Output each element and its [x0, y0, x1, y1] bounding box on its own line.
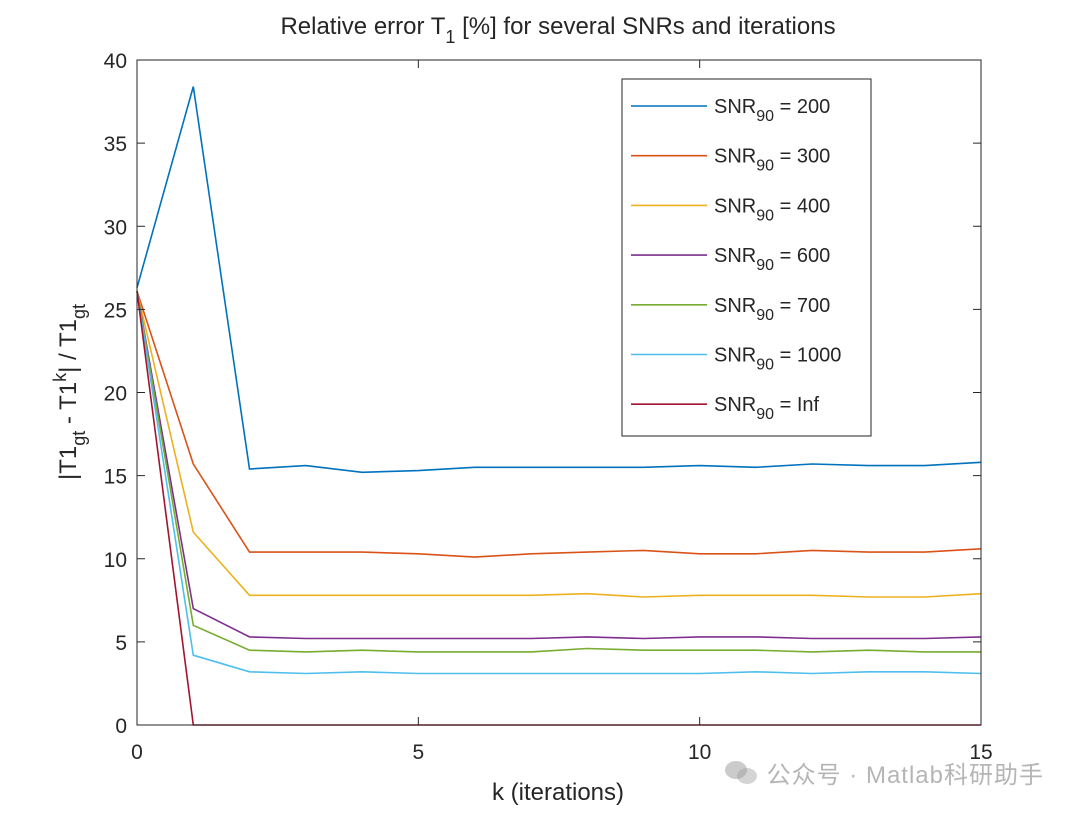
y-label-sup: k — [50, 372, 70, 382]
y-label-part-3: | / T1 — [55, 319, 82, 373]
legend-entry-1: SNR90 = 200 — [714, 96, 830, 125]
legend-entry-6: SNR90 = 1000 — [714, 345, 841, 374]
watermark: 公众号 · Matlab科研助手 — [724, 755, 1044, 790]
title-subscript: 1 — [445, 27, 455, 47]
y-tick-label: 30 — [104, 216, 127, 239]
y-tick-label: 15 — [104, 466, 127, 489]
watermark-text: 公众号 · Matlab科研助手 — [766, 762, 1044, 789]
y-label-sub-1: gt — [69, 431, 89, 446]
y-tick-label: 5 — [115, 632, 127, 655]
y-axis-label: |T1gt - T1k| / T1gt — [50, 304, 89, 480]
y-label-sub-2: gt — [69, 304, 89, 319]
y-label-part-2: - T1 — [55, 382, 82, 431]
x-tick-label: 15 — [969, 741, 992, 764]
legend: SNR90 = 200 SNR90 = 300 SNR90 = 400 SNR90 =… — [621, 78, 872, 437]
series-line-5 — [136, 290, 981, 653]
series-line-3 — [136, 290, 982, 598]
y-tick-label: 10 — [104, 549, 127, 572]
series-line-4 — [136, 290, 982, 640]
x-tick-label: 5 — [412, 741, 424, 764]
y-tick-label: 20 — [104, 383, 127, 406]
legend-entry-4: SNR90 = 600 — [714, 245, 830, 274]
y-tick-label: 35 — [104, 133, 127, 156]
title-main: Relative error T — [280, 13, 445, 40]
y-tick-label: 40 — [104, 50, 127, 73]
series-line-6 — [136, 290, 982, 675]
legend-entry-7: SNR90 = Inf — [714, 394, 820, 423]
series-line-2 — [136, 290, 982, 558]
chart-title: Relative error T1 [%] for several SNRs a… — [280, 13, 835, 47]
legend-entry-3: SNR90 = 400 — [714, 195, 830, 224]
legend-box — [621, 78, 872, 437]
title-rest: [%] for several SNRs and iterations — [455, 13, 835, 40]
legend-entry-2: SNR90 = 300 — [714, 146, 830, 175]
x-axis-label: k (iterations) — [492, 779, 624, 806]
y-tick-label: 0 — [115, 715, 127, 738]
series-line-1 — [136, 86, 982, 474]
x-tick-label: 0 — [131, 741, 143, 764]
wechat-icon — [724, 759, 759, 787]
x-tick-label: 10 — [688, 741, 711, 764]
y-label-part-1: |T1 — [55, 446, 82, 480]
y-tick-label: 25 — [104, 299, 127, 322]
legend-entry-5: SNR90 = 700 — [714, 295, 830, 324]
